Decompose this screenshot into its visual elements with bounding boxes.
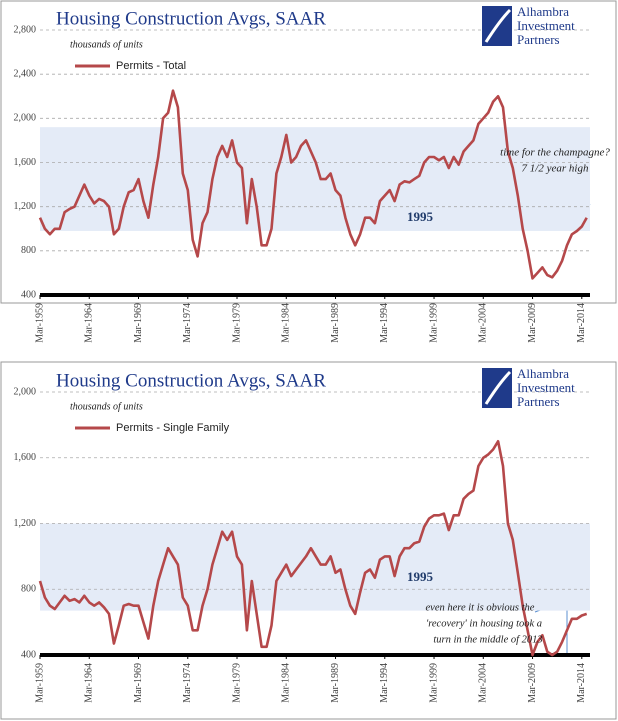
y-tick-label: 2,000 [14,386,37,397]
logo-text: Alhambra [517,4,569,19]
y-tick-label: 400 [21,649,36,660]
x-tick-label: Mar-1974 [182,663,193,703]
x-tick-label: Mar-2009 [527,303,538,343]
shaded-range [40,523,590,611]
y-tick-label: 2,400 [14,68,37,79]
x-tick-label: Mar-1964 [84,303,95,343]
logo-text: Investment [517,18,575,33]
data-line [38,440,588,657]
annotation: 7 1/2 year high [522,163,589,175]
data-line [38,89,588,280]
y-tick-label: 1,200 [14,518,37,529]
x-tick-label: Mar-1964 [84,663,95,703]
annotation: time for the champagne? [500,147,610,159]
x-tick-label: Mar-2014 [576,663,587,703]
x-tick-label: Mar-1979 [231,663,242,703]
logo-swoosh [484,370,512,405]
shaded-range [40,127,590,231]
x-tick-label: Mar-1959 [34,663,45,703]
x-tick-label: Mar-1979 [231,303,242,343]
y-tick-label: 800 [21,584,36,595]
y-tick-label: 800 [21,245,36,256]
x-tick-label: Mar-2009 [527,663,538,703]
annotation: turn in the middle of 2013 [433,634,542,645]
logo-text: Partners [517,394,560,409]
x-tick-label: Mar-1994 [379,663,390,703]
y-tick-label: 2,800 [14,24,37,35]
x-tick-label: Mar-1969 [133,663,144,703]
x-tick-label: Mar-2004 [478,303,489,343]
x-tick-label: Mar-1999 [428,663,439,703]
panel-frame [0,361,617,720]
x-tick-label: Mar-1994 [379,303,390,343]
legend-label: Permits - Total [116,60,186,72]
logo-text: Investment [517,380,575,395]
x-tick-label: Mar-1974 [182,303,193,343]
x-tick-label: Mar-1969 [133,303,144,343]
annotation: even here it is obvious the [426,602,535,613]
chart-title: Housing Construction Avgs, SAAR [56,8,326,29]
y-axis-label: thousands of units [70,39,143,50]
x-tick-label: Mar-1999 [428,303,439,343]
chart-title: Housing Construction Avgs, SAAR [56,370,326,391]
annotation: 1995 [407,569,434,584]
panel-frame [0,0,617,304]
y-tick-label: 1,600 [14,157,37,168]
x-tick-label: Mar-1989 [330,663,341,703]
y-tick-label: 400 [21,289,36,300]
annotation: 'recovery' in housing took a [426,618,542,629]
logo-swoosh [484,8,512,43]
y-tick-label: 1,600 [14,452,37,463]
y-tick-label: 1,200 [14,201,37,212]
x-tick-label: Mar-2004 [478,663,489,703]
logo-text: Partners [517,32,560,47]
x-tick-label: Mar-1984 [281,303,292,343]
x-tick-label: Mar-1959 [34,303,45,343]
y-axis-label: thousands of units [70,401,143,412]
y-tick-label: 2,000 [14,113,37,124]
logo-text: Alhambra [517,366,569,381]
x-tick-label: Mar-1984 [281,663,292,703]
annotation: 1995 [407,209,434,224]
legend-label: Permits - Single Family [116,422,230,434]
x-tick-label: Mar-2014 [576,303,587,343]
x-tick-label: Mar-1989 [330,303,341,343]
